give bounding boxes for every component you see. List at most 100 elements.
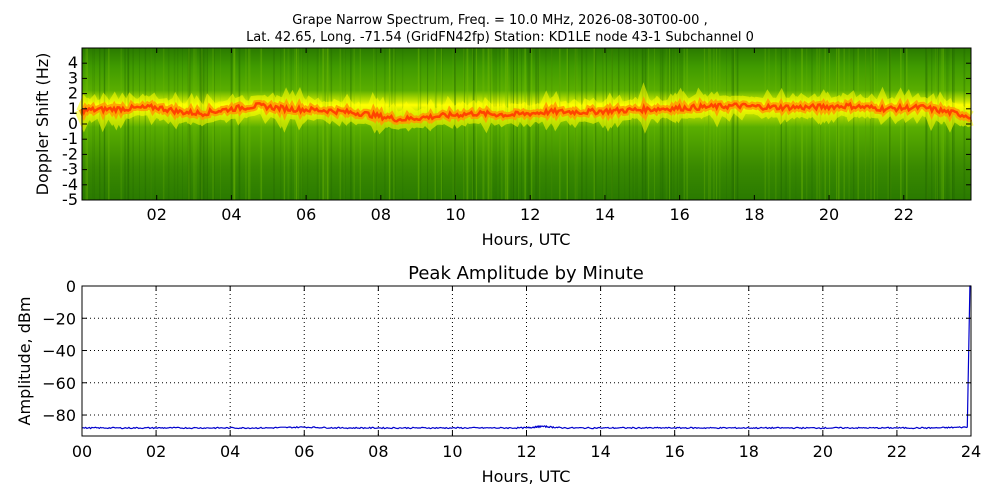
spectrogram-streak xyxy=(872,48,874,200)
spectrogram-streak xyxy=(220,48,221,200)
spectrogram-streak xyxy=(295,48,297,200)
spectrogram-x-tick-label: 12 xyxy=(520,205,540,224)
spectrogram-streak xyxy=(322,48,324,200)
spectrogram-streak xyxy=(708,48,710,200)
spectrogram-streak xyxy=(731,48,733,200)
spectrogram-streak xyxy=(873,48,875,200)
spectrogram-y-tick-label: -1 xyxy=(62,129,78,148)
spectrogram-x-tick-label: 20 xyxy=(819,205,839,224)
spectrogram-streak xyxy=(816,48,818,200)
amplitude-y-ticks: 0 −20 −40 −60 −80 xyxy=(42,277,971,425)
amplitude-x-label: Hours, UTC xyxy=(482,467,571,486)
spectrogram-streak xyxy=(906,48,908,200)
spectrogram-x-tick-label: 18 xyxy=(744,205,764,224)
spectrogram-streak xyxy=(188,48,190,200)
spectrogram-streak xyxy=(942,48,944,200)
spectrogram-streak xyxy=(726,48,727,200)
spectrogram-streak xyxy=(865,48,866,200)
spectrogram-streak xyxy=(780,48,782,200)
figure-title-line-2: Lat. 42.65, Long. -71.54 (GridFN42fp) St… xyxy=(246,30,754,45)
spectrogram-streak xyxy=(206,48,208,200)
spectrogram-streak xyxy=(233,48,235,200)
spectrogram-streak xyxy=(473,48,476,200)
spectrogram-streak xyxy=(238,48,241,200)
amplitude-x-tick-label: 24 xyxy=(961,442,981,461)
spectrogram-streak xyxy=(954,48,955,200)
amplitude-x-tick-label: 06 xyxy=(294,442,314,461)
spectrogram-streak xyxy=(537,48,540,200)
spectrogram-streak xyxy=(824,48,826,200)
spectrogram-streak xyxy=(353,48,355,200)
spectrogram-streak xyxy=(925,48,928,200)
spectrogram-streak xyxy=(294,48,296,200)
spectrogram-streak xyxy=(654,48,655,200)
spectrogram-streak xyxy=(925,48,927,200)
spectrogram-streak xyxy=(829,48,831,200)
spectrogram-streak xyxy=(679,48,681,200)
spectrogram-streak xyxy=(287,48,290,200)
spectrogram-x-tick-label: 16 xyxy=(669,205,689,224)
spectrogram-streak xyxy=(865,48,866,200)
spectrogram-streak xyxy=(666,48,668,200)
spectrogram-streak xyxy=(476,48,477,200)
spectrogram-y-tick-label: -4 xyxy=(62,175,78,194)
spectrogram-streak xyxy=(342,48,344,200)
spectrogram-streak xyxy=(926,48,928,200)
spectrogram-streak xyxy=(926,48,928,200)
spectrogram-streak xyxy=(801,48,803,200)
amplitude-plot-area xyxy=(82,286,971,436)
spectrogram-streak xyxy=(94,48,95,200)
spectrogram-streak xyxy=(818,48,821,200)
spectrogram-streak xyxy=(594,48,597,200)
spectrogram-streak xyxy=(628,48,631,200)
spectrogram-streak xyxy=(128,48,130,200)
spectrogram-streak xyxy=(836,48,838,200)
amplitude-y-tick-label: −80 xyxy=(42,406,76,425)
spectrogram-streak xyxy=(350,48,352,200)
spectrogram-y-tick-label: 4 xyxy=(68,53,78,72)
spectrogram-streak xyxy=(853,48,855,200)
amplitude-x-tick-label: 18 xyxy=(739,442,759,461)
spectrogram-x-tick-label: 08 xyxy=(371,205,391,224)
spectrogram-streak xyxy=(139,48,140,200)
spectrogram-streak xyxy=(568,48,570,200)
spectrogram-streak xyxy=(273,48,275,200)
spectrogram-streak xyxy=(857,48,859,200)
spectrogram-streak xyxy=(187,48,189,200)
spectrogram-streak xyxy=(472,48,474,200)
amplitude-x-tick-label: 16 xyxy=(664,442,684,461)
spectrogram-x-label: Hours, UTC xyxy=(482,230,571,249)
spectrogram-streak xyxy=(230,48,233,200)
spectrogram-streak xyxy=(768,48,770,200)
spectrogram-streak xyxy=(581,48,583,200)
spectrogram-streak xyxy=(676,48,678,200)
spectrogram-streak xyxy=(719,48,721,200)
spectrogram-y-tick-label: 1 xyxy=(68,99,78,118)
spectrogram-streak xyxy=(733,48,734,200)
spectrogram-streak xyxy=(764,48,766,200)
amplitude-x-tick-label: 10 xyxy=(442,442,462,461)
spectrogram-streak xyxy=(538,48,541,200)
spectrogram-streak xyxy=(188,48,190,200)
spectrogram-streak xyxy=(145,48,147,200)
amplitude-y-tick-label: −60 xyxy=(42,374,76,393)
spectrogram-streak xyxy=(327,48,329,200)
spectrogram-streak xyxy=(869,48,872,200)
spectrogram-streak xyxy=(182,48,183,200)
spectrogram-streak xyxy=(734,48,735,200)
spectrogram-streak xyxy=(837,48,838,200)
spectrogram-streak xyxy=(249,48,251,200)
amplitude-x-tick-label: 04 xyxy=(220,442,240,461)
spectrogram-streak xyxy=(876,48,878,200)
spectrogram-streak xyxy=(942,48,944,200)
spectrogram-x-ticks: 02 04 06 08 10 12 14 16 18 20 22 xyxy=(147,48,914,224)
spectrogram-streak xyxy=(193,48,195,200)
spectrogram-streak xyxy=(290,48,292,200)
amplitude-y-label: Amplitude, dBm xyxy=(15,297,34,426)
spectrogram-streak xyxy=(775,48,777,200)
spectrogram-streak xyxy=(681,48,683,200)
amplitude-panel: Peak Amplitude by Minute 00 02 04 06 08 10 12 1… xyxy=(15,263,981,486)
spectrogram-streak xyxy=(683,48,685,200)
spectrogram-streak xyxy=(806,48,808,200)
spectrogram-streak xyxy=(703,48,706,200)
